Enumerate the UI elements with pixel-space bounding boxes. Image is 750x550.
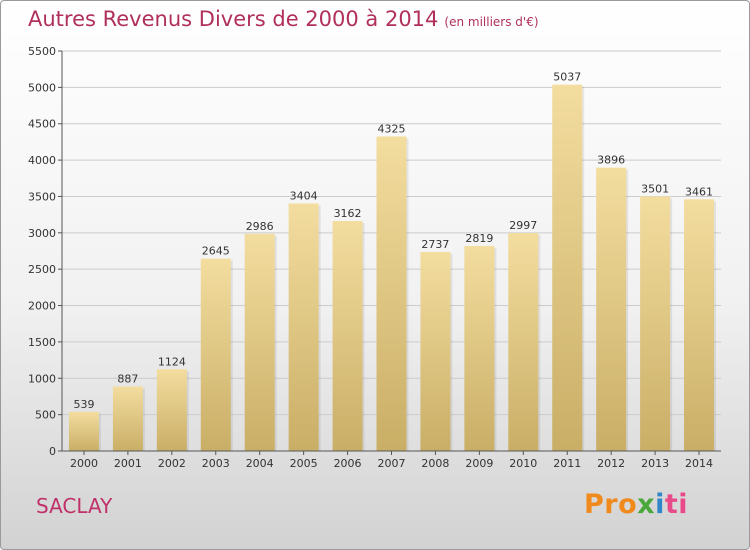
value-label: 4325 (378, 122, 406, 135)
bar (684, 199, 715, 451)
bar (552, 84, 583, 451)
y-tick-label: 4500 (28, 118, 56, 131)
y-tick-label: 500 (35, 409, 56, 422)
bar (464, 245, 495, 451)
value-label: 3404 (290, 189, 318, 202)
value-label: 539 (73, 398, 94, 411)
y-tick-label: 5500 (28, 45, 56, 58)
x-tick-label: 2013 (641, 457, 669, 470)
y-tick-label: 5000 (28, 81, 56, 94)
chart-title-block: Autres Revenus Divers de 2000 à 2014 (en … (28, 7, 539, 31)
bar (508, 233, 539, 451)
y-tick-label: 2000 (28, 300, 56, 313)
bar (420, 251, 451, 451)
bar (200, 258, 231, 451)
value-label: 5037 (553, 71, 581, 84)
value-labels: 539 887 1124 2645 2986 3404 3162 4325 2737 2819 29… (73, 71, 713, 411)
logo-part-2: x (637, 489, 656, 520)
x-tick-label: 2001 (114, 457, 142, 470)
x-axis-ticks: 2000 2001 2002 2003 2004 2005 2006 2007 2008 2009… (70, 451, 713, 470)
bar (640, 196, 671, 451)
chart-title: Autres Revenus Divers de 2000 à 2014 (28, 7, 439, 31)
bar (68, 411, 99, 451)
value-label: 3162 (334, 207, 362, 220)
value-label: 3461 (685, 185, 713, 198)
bar (596, 167, 627, 451)
value-label: 2645 (202, 245, 230, 258)
x-tick-label: 2012 (597, 457, 625, 470)
y-tick-label: 1000 (28, 372, 56, 385)
y-tick-label: 1500 (28, 336, 56, 349)
x-tick-label: 2007 (378, 457, 406, 470)
bar (288, 203, 319, 451)
value-label: 887 (117, 372, 138, 385)
x-tick-label: 2011 (553, 457, 581, 470)
x-tick-label: 2014 (685, 457, 713, 470)
y-tick-label: 3500 (28, 190, 56, 203)
value-label: 1124 (158, 355, 186, 368)
value-label: 2819 (465, 232, 493, 245)
place-name: SACLAY (36, 494, 113, 518)
value-label: 2997 (509, 219, 537, 232)
value-label: 2737 (421, 238, 449, 251)
x-tick-label: 2005 (290, 457, 318, 470)
logo-part-1: Pro (584, 489, 638, 520)
logo-part-4: ti (664, 489, 689, 520)
y-tick-label: 4000 (28, 154, 56, 167)
bar (156, 369, 187, 451)
x-tick-label: 2006 (334, 457, 362, 470)
y-tick-label: 2500 (28, 263, 56, 276)
y-axis-ticks: 0 500 1000 1500 2000 2500 3000 3500 4000 4500 5000… (28, 45, 62, 458)
value-label: 2986 (246, 220, 274, 233)
x-tick-label: 2002 (158, 457, 186, 470)
bars (68, 84, 717, 452)
chart-subtitle: (en milliers d'€) (444, 15, 539, 29)
bar (376, 136, 407, 452)
y-tick-label: 3000 (28, 227, 56, 240)
x-tick-label: 2004 (246, 457, 274, 470)
bar (244, 233, 275, 451)
x-tick-label: 2009 (465, 457, 493, 470)
y-tick-label: 0 (49, 445, 56, 458)
x-tick-label: 2003 (202, 457, 230, 470)
value-label: 3501 (641, 182, 669, 195)
x-tick-label: 2000 (70, 457, 98, 470)
x-tick-label: 2010 (509, 457, 537, 470)
bar (112, 386, 143, 451)
x-tick-label: 2008 (421, 457, 449, 470)
bar (332, 221, 363, 451)
value-label: 3896 (597, 154, 625, 167)
proxiti-logo: Proxiti (584, 489, 688, 520)
logo-part-3: i (655, 489, 665, 520)
